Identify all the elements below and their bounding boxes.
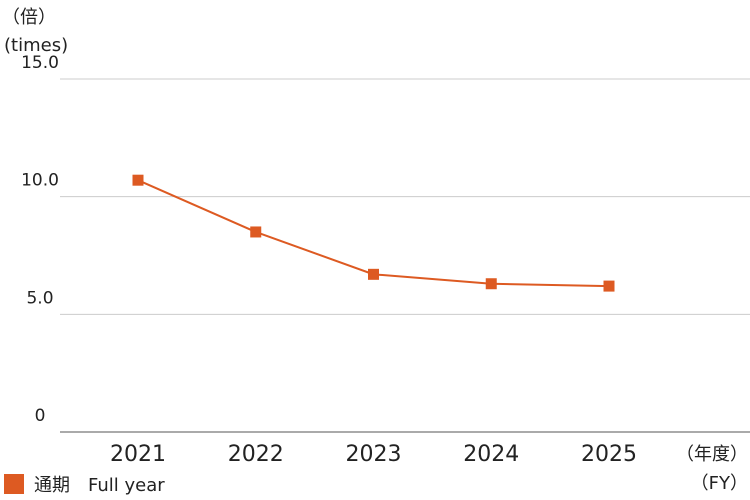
legend-label: 通期 Full year: [34, 475, 165, 496]
y-tick-label: 5.0: [26, 288, 53, 308]
x-tick-label: 2022: [228, 442, 284, 467]
x-tick-label: 2023: [346, 442, 402, 467]
x-tick-label: 2025: [581, 442, 637, 467]
x-tick-label: 2024: [463, 442, 519, 467]
marker: [132, 174, 144, 186]
x-unit-label: （FY）: [691, 473, 748, 494]
legend-swatch: [4, 474, 24, 494]
marker: [485, 278, 497, 290]
x-tick-label: 2021: [110, 442, 166, 467]
marker: [250, 226, 262, 238]
marker: [603, 280, 615, 292]
y-unit-label: （倍）: [2, 7, 56, 28]
y-tick-label: 15.0: [21, 53, 59, 73]
y-tick-label: 0: [35, 406, 46, 426]
x-unit-label: （年度）: [676, 444, 748, 465]
marker: [368, 268, 379, 280]
y-tick-label: 10.0: [21, 171, 59, 191]
y-unit-label: (times): [4, 35, 68, 56]
